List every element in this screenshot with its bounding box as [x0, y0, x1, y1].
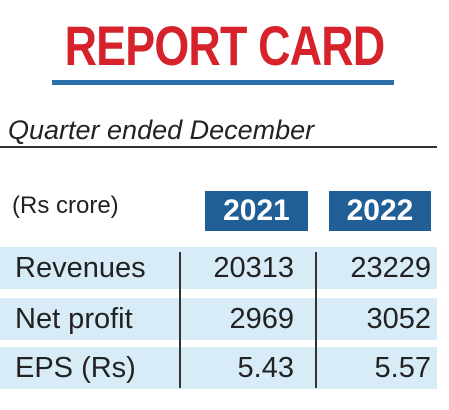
column-divider	[315, 252, 317, 388]
cell-2022: 5.57	[374, 352, 431, 384]
report-title: REPORT CARD	[64, 14, 386, 77]
table-row-eps: EPS (Rs) 5.43 5.57	[0, 347, 437, 389]
cell-2022: 23229	[350, 252, 431, 284]
row-label: Revenues	[15, 252, 146, 284]
cell-2022: 3052	[366, 303, 431, 335]
title-underline	[52, 80, 394, 85]
column-divider	[179, 252, 181, 388]
column-header-2021: 2021	[205, 191, 308, 231]
cell-2021: 2969	[229, 303, 294, 335]
column-header-2022: 2022	[329, 191, 431, 231]
subtitle-underline	[0, 146, 437, 148]
cell-2021: 5.43	[237, 352, 294, 384]
cell-2021: 20313	[213, 252, 294, 284]
table-row-revenues: Revenues 20313 23229	[0, 247, 437, 289]
unit-label: (Rs crore)	[12, 192, 119, 219]
row-label: EPS (Rs)	[15, 352, 136, 384]
period-subtitle: Quarter ended December	[8, 115, 315, 145]
table-row-net-profit: Net profit 2969 3052	[0, 298, 437, 340]
row-label: Net profit	[15, 303, 133, 335]
